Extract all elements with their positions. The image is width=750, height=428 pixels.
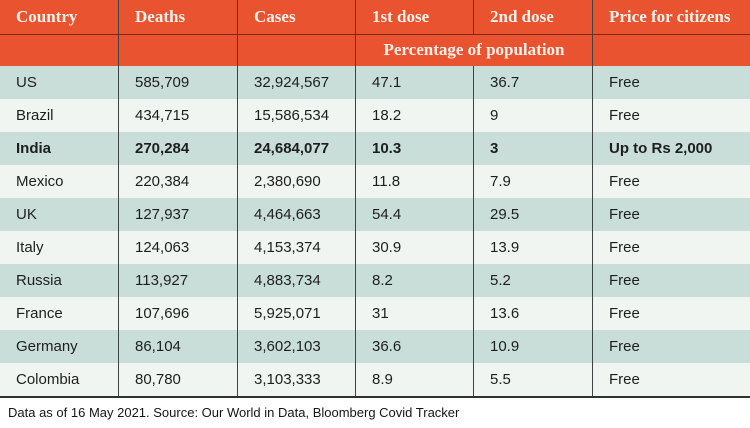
cell-price: Free (592, 231, 750, 264)
col-header-deaths: Deaths (118, 0, 237, 34)
cell-dose2: 3 (473, 132, 592, 165)
cell-dose1: 8.9 (355, 363, 473, 396)
table-header-row: Country Deaths Cases 1st dose 2nd dose P… (0, 0, 750, 34)
cell-cases: 5,925,071 (237, 297, 355, 330)
cell-price: Free (592, 363, 750, 396)
table-row-mexico: Mexico 220,384 2,380,690 11.8 7.9 Free (0, 165, 750, 198)
cell-country: Germany (16, 338, 78, 355)
cell-dose2: 5.2 (473, 264, 592, 297)
table-subheader-row: Percentage of population (0, 34, 750, 66)
cell-cases: 3,602,103 (237, 330, 355, 363)
cell-deaths: 127,937 (118, 198, 237, 231)
col-header-2nd-dose: 2nd dose (473, 0, 592, 34)
table-row-germany: Germany 86,104 3,602,103 36.6 10.9 Free (0, 330, 750, 363)
subheader-empty (118, 35, 237, 66)
cell-deaths: 585,709 (118, 66, 237, 99)
cell-country: Italy (16, 239, 44, 256)
table-bottom-border (0, 396, 750, 398)
cell-dose2: 36.7 (473, 66, 592, 99)
cell-deaths: 80,780 (118, 363, 237, 396)
table-row-france: France 107,696 5,925,071 31 13.6 Free (0, 297, 750, 330)
cell-dose2: 10.9 (473, 330, 592, 363)
cell-cases: 24,684,077 (237, 132, 355, 165)
cell-country: Brazil (16, 107, 54, 124)
cell-country: US (16, 74, 37, 91)
cell-dose2: 13.6 (473, 297, 592, 330)
cell-cases: 4,153,374 (237, 231, 355, 264)
cell-deaths: 434,715 (118, 99, 237, 132)
cell-dose1: 18.2 (355, 99, 473, 132)
cell-deaths: 124,063 (118, 231, 237, 264)
cell-dose1: 54.4 (355, 198, 473, 231)
cell-country: Colombia (16, 371, 80, 388)
cell-dose2: 7.9 (473, 165, 592, 198)
cell-dose2: 9 (473, 99, 592, 132)
cell-cases: 4,464,663 (237, 198, 355, 231)
cell-cases: 2,380,690 (237, 165, 355, 198)
cell-deaths: 107,696 (118, 297, 237, 330)
table-row-italy: Italy 124,063 4,153,374 30.9 13.9 Free (0, 231, 750, 264)
col-header-1st-dose: 1st dose (355, 0, 473, 34)
cell-deaths: 220,384 (118, 165, 237, 198)
cell-country: Mexico (16, 173, 64, 190)
cell-country: UK (16, 206, 37, 223)
cell-dose2: 29.5 (473, 198, 592, 231)
cell-price: Free (592, 198, 750, 231)
cell-deaths: 86,104 (118, 330, 237, 363)
cell-dose1: 36.6 (355, 330, 473, 363)
col-header-country: Country (16, 7, 78, 26)
table-row-india-highlighted: India 270,284 24,684,077 10.3 3 Up to Rs… (0, 132, 750, 165)
source-note: Data as of 16 May 2021. Source: Our Worl… (0, 398, 750, 427)
cell-dose1: 30.9 (355, 231, 473, 264)
cell-dose1: 11.8 (355, 165, 473, 198)
subheader-percentage-of-population: Percentage of population (355, 35, 592, 66)
subheader-empty (0, 35, 118, 66)
table-row-us: US 585,709 32,924,567 47.1 36.7 Free (0, 66, 750, 99)
cell-cases: 32,924,567 (237, 66, 355, 99)
cell-dose1: 47.1 (355, 66, 473, 99)
cell-deaths: 270,284 (118, 132, 237, 165)
cell-price: Up to Rs 2,000 (592, 132, 750, 165)
cell-country: India (16, 140, 52, 157)
col-header-cases: Cases (237, 0, 355, 34)
cell-cases: 4,883,734 (237, 264, 355, 297)
table-row-brazil: Brazil 434,715 15,586,534 18.2 9 Free (0, 99, 750, 132)
table-row-uk: UK 127,937 4,464,663 54.4 29.5 Free (0, 198, 750, 231)
table-row-russia: Russia 113,927 4,883,734 8.2 5.2 Free (0, 264, 750, 297)
cell-price: Free (592, 297, 750, 330)
cell-deaths: 113,927 (118, 264, 237, 297)
cell-dose2: 5.5 (473, 363, 592, 396)
cell-price: Free (592, 264, 750, 297)
cell-country: Russia (16, 272, 62, 289)
subheader-empty (592, 35, 750, 66)
cell-cases: 15,586,534 (237, 99, 355, 132)
col-header-price: Price for citizens (592, 0, 750, 34)
cell-cases: 3,103,333 (237, 363, 355, 396)
cell-price: Free (592, 99, 750, 132)
cell-dose1: 8.2 (355, 264, 473, 297)
cell-country: France (16, 305, 63, 322)
table-row-colombia: Colombia 80,780 3,103,333 8.9 5.5 Free (0, 363, 750, 396)
cell-dose2: 13.9 (473, 231, 592, 264)
cell-price: Free (592, 330, 750, 363)
cell-dose1: 31 (355, 297, 473, 330)
subheader-empty (237, 35, 355, 66)
cell-dose1: 10.3 (355, 132, 473, 165)
cell-price: Free (592, 66, 750, 99)
cell-price: Free (592, 165, 750, 198)
